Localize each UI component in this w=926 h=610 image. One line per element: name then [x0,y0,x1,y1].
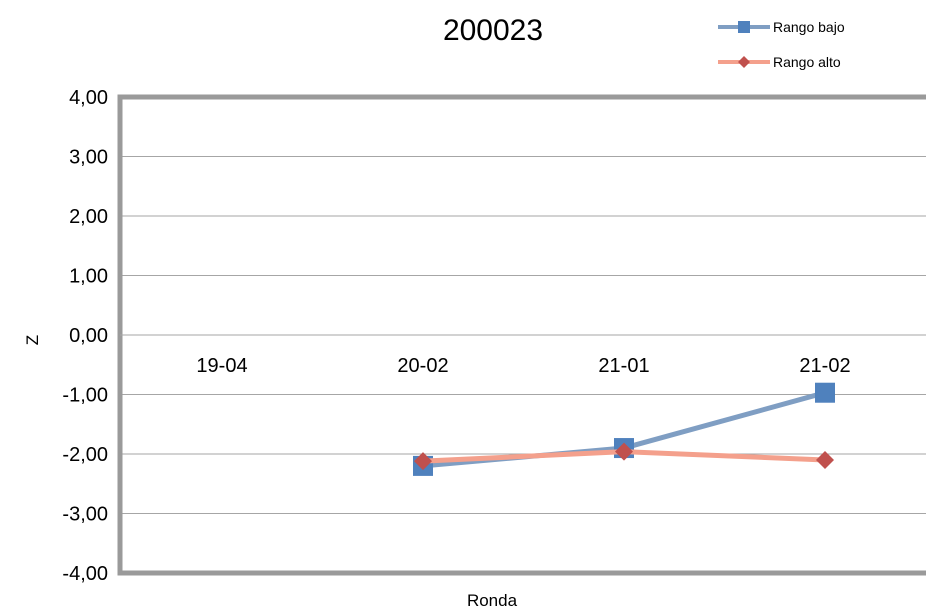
plot-area: 4,00 3,00 2,00 1,00 0,00 -1,00 -2,00 -3,00 -4,00… [62,87,926,585]
y-tick-label: 3,00 [69,147,108,169]
data-point-rango-alto [816,450,834,469]
y-tick-label: 2,00 [69,206,108,228]
x-tick-label: 19-04 [196,355,247,377]
chart-title: 200023 [443,14,543,47]
x-tick-label: 21-01 [598,355,649,377]
y-tick-label: 0,00 [69,325,108,347]
y-tick-label: -3,00 [62,504,108,526]
legend-marker-rango-alto [738,56,750,68]
y-tick-label: -4,00 [62,563,108,585]
x-tick-label: 20-02 [397,355,448,377]
y-tick-label: -2,00 [62,444,108,466]
legend-label-rango-bajo: Rango bajo [773,19,845,35]
data-point-rango-bajo [815,382,835,403]
data-point-rango-alto [414,452,432,471]
legend-marker-rango-bajo [738,21,750,33]
legend-label-rango-alto: Rango alto [773,54,841,70]
x-axis-label: Ronda [467,591,518,610]
y-tick-label: -1,00 [62,385,108,407]
y-tick-label: 1,00 [69,266,108,288]
y-tick-label: 4,00 [69,87,108,109]
x-tick-label: 21-02 [799,355,850,377]
legend: Rango bajo Rango alto [718,19,845,70]
y-axis-label: Z [23,335,42,345]
data-point-rango-alto [615,442,633,461]
